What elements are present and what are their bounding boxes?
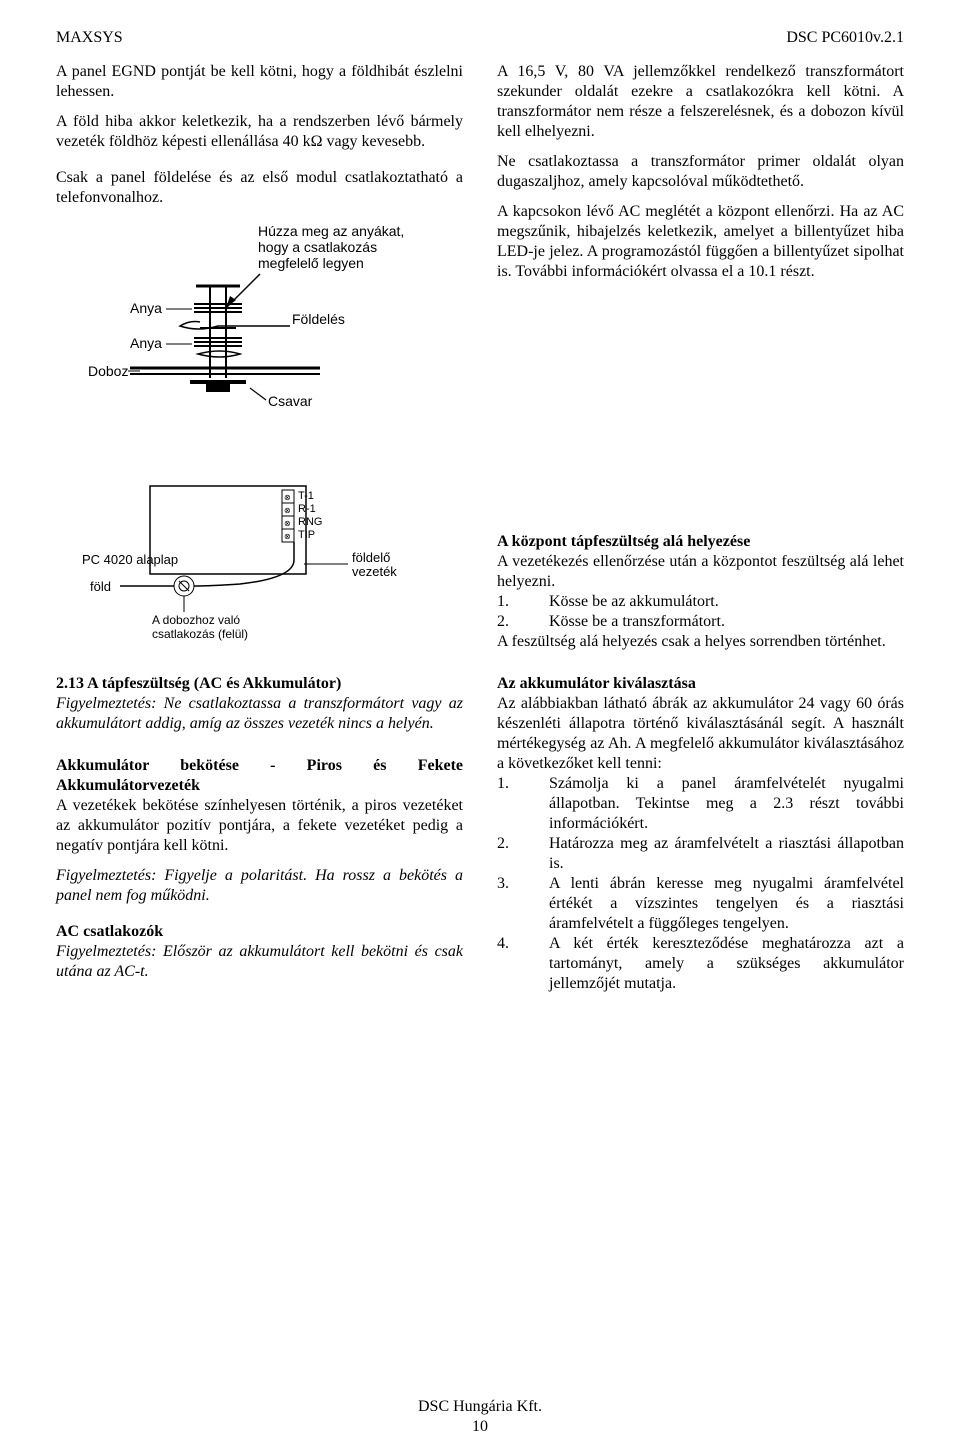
header-right: DSC PC6010v.2.1 — [786, 28, 904, 48]
fig1-instr-line2: hogy a csatlakozás — [258, 239, 377, 255]
right-column: A 16,5 V, 80 VA jellemzőkkel rendelkező … — [497, 62, 904, 994]
batt-item-3-num: 3. — [497, 874, 549, 934]
batt-item-3-text: A lenti ábrán keresse meg nyugalmi áramf… — [549, 874, 904, 934]
ac-title: AC csatlakozók — [56, 922, 463, 942]
batt-item-4-num: 4. — [497, 934, 549, 994]
batt-item-2-text: Határozza meg az áramfelvételt a riasztá… — [549, 834, 904, 874]
ac-warning: Figyelmeztetés: Először az akkumulátort … — [56, 942, 463, 982]
power-item-2-text: Kösse be a transzformátort. — [549, 612, 904, 632]
fig1-label-anya1: Anya — [130, 300, 162, 316]
header-left: MAXSYS — [56, 28, 123, 48]
batt-item-2: 2. Határozza meg az áramfelvételt a rias… — [497, 834, 904, 874]
para-egnd-1: A panel EGND pontját be kell kötni, hogy… — [56, 62, 463, 102]
para-egnd-3: Csak a panel földelése és az első modul … — [56, 168, 463, 208]
para-egnd-2: A föld hiba akkor keletkezik, ha a rends… — [56, 112, 463, 152]
fig1-label-anya2: Anya — [130, 335, 162, 351]
section-2-13: 2.13 A tápfeszültség (AC és Akkumulátor) — [56, 674, 463, 694]
para-transformer-2: Ne csatlakoztassa a transzformátor prime… — [497, 152, 904, 192]
batt-title: Az akkumulátor kiválasztása — [497, 674, 904, 694]
fig1-instr-line1: Húzza meg az anyákat, — [258, 223, 404, 239]
fig2-term-1: T-1 — [298, 490, 314, 502]
fig2-label-pcb: PC 4020 alaplap — [82, 552, 178, 567]
akku-body: A vezetékek bekötése színhelyesen történ… — [56, 796, 463, 856]
batt-item-4: 4. A két érték kereszteződése meghatároz… — [497, 934, 904, 994]
para-transformer-3: A kapcsokon lévő AC meglétét a központ e… — [497, 202, 904, 282]
akku-warning: Figyelmeztetés: Figyelje a polaritást. H… — [56, 866, 463, 906]
power-item-1: 1. Kösse be az akkumulátort. — [497, 592, 904, 612]
footer-page: 10 — [0, 1417, 960, 1437]
fig2-term-4: TIP — [298, 529, 315, 541]
left-column: A panel EGND pontját be kell kötni, hogy… — [56, 62, 463, 994]
batt-item-2-num: 2. — [497, 834, 549, 874]
akku-title: Akkumulátor bekötése - Piros és Fekete A… — [56, 756, 463, 796]
page-footer: DSC Hungária Kft. 10 — [0, 1397, 960, 1437]
para-transformer-1: A 16,5 V, 80 VA jellemzőkkel rendelkező … — [497, 62, 904, 142]
figure-pcb-terminals: ⊗ ⊗ ⊗ ⊗ T-1 R-1 RNG TIP PC 4020 alaplap … — [56, 464, 463, 660]
fig1-label-foldeles: Földelés — [292, 311, 345, 327]
fig2-label-csatl2: csatlakozás (felül) — [152, 627, 248, 641]
batt-item-1-text: Számolja ki a panel áramfelvételét nyuga… — [549, 774, 904, 834]
svg-text:⊗: ⊗ — [284, 519, 291, 528]
fig2-label-foldelo1: földelő — [352, 550, 390, 565]
svg-text:⊗: ⊗ — [284, 493, 291, 502]
power-after: A feszültség alá helyezés csak a helyes … — [497, 632, 904, 652]
batt-item-3: 3. A lenti ábrán keresse meg nyugalmi ár… — [497, 874, 904, 934]
section-2-13-title: 2.13 A tápfeszültség (AC és Akkumulátor) — [56, 675, 341, 692]
batt-item-1-num: 1. — [497, 774, 549, 834]
fig2-label-fold: föld — [90, 579, 111, 594]
power-item-2: 2. Kösse be a transzformátort. — [497, 612, 904, 632]
footer-org: DSC Hungária Kft. — [0, 1397, 960, 1417]
content-columns: A panel EGND pontját be kell kötni, hogy… — [56, 62, 904, 994]
fig2-term-2: R-1 — [298, 503, 316, 515]
figure-grounding-bolt: Húzza meg az anyákat, hogy a csatlakozás… — [56, 218, 463, 424]
fig2-label-csatl1: A dobozhoz való — [152, 613, 240, 627]
svg-text:⊗: ⊗ — [284, 532, 291, 541]
power-item-1-text: Kösse be az akkumulátort. — [549, 592, 904, 612]
fig1-label-doboz: Doboz — [88, 363, 128, 379]
power-title: A központ tápfeszültség alá helyezése — [497, 532, 904, 552]
power-item-1-num: 1. — [497, 592, 549, 612]
page-header: MAXSYS DSC PC6010v.2.1 — [56, 28, 904, 48]
svg-text:⊗: ⊗ — [284, 506, 291, 515]
fig2-term-3: RNG — [298, 516, 322, 528]
batt-item-1: 1. Számolja ki a panel áramfelvételét ny… — [497, 774, 904, 834]
batt-body: Az alábbiakban látható ábrák az akkumulá… — [497, 694, 904, 774]
power-body: A vezetékezés ellenőrzése után a központ… — [497, 552, 904, 592]
section-2-13-warning: Figyelmeztetés: Ne csatlakoztassa a tran… — [56, 694, 463, 734]
batt-item-4-text: A két érték kereszteződése meghatározza … — [549, 934, 904, 994]
fig1-instr-line3: megfelelő legyen — [258, 255, 364, 271]
fig2-label-foldelo2: vezeték — [352, 564, 397, 579]
power-item-2-num: 2. — [497, 612, 549, 632]
fig1-label-csavar: Csavar — [268, 393, 313, 409]
